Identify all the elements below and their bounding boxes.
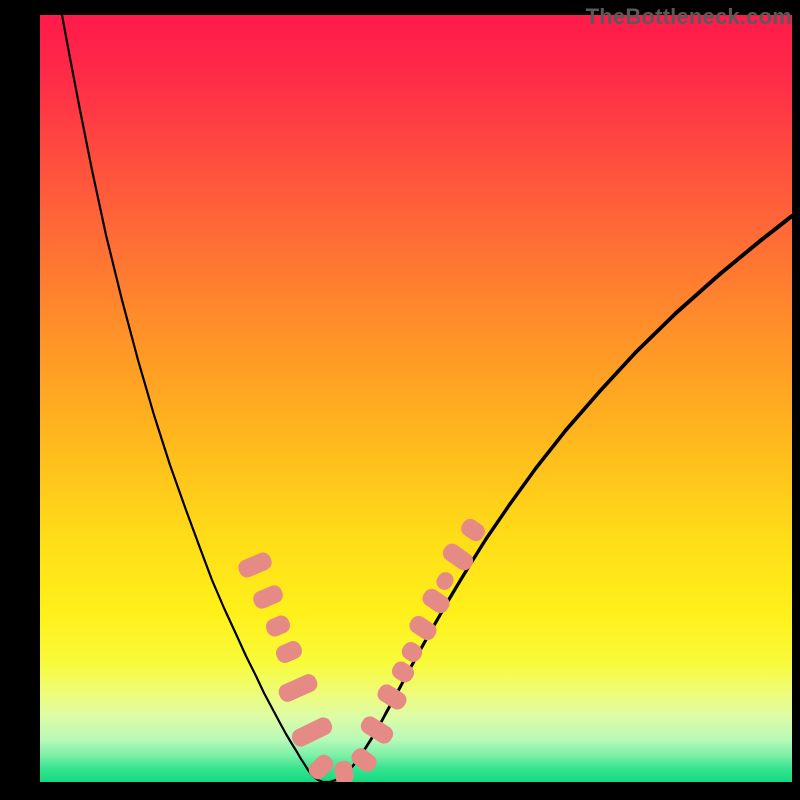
watermark-text: TheBottleneck.com (586, 4, 792, 30)
plot-area (40, 15, 792, 786)
gradient-background (40, 15, 792, 782)
bottleneck-chart (0, 0, 800, 800)
